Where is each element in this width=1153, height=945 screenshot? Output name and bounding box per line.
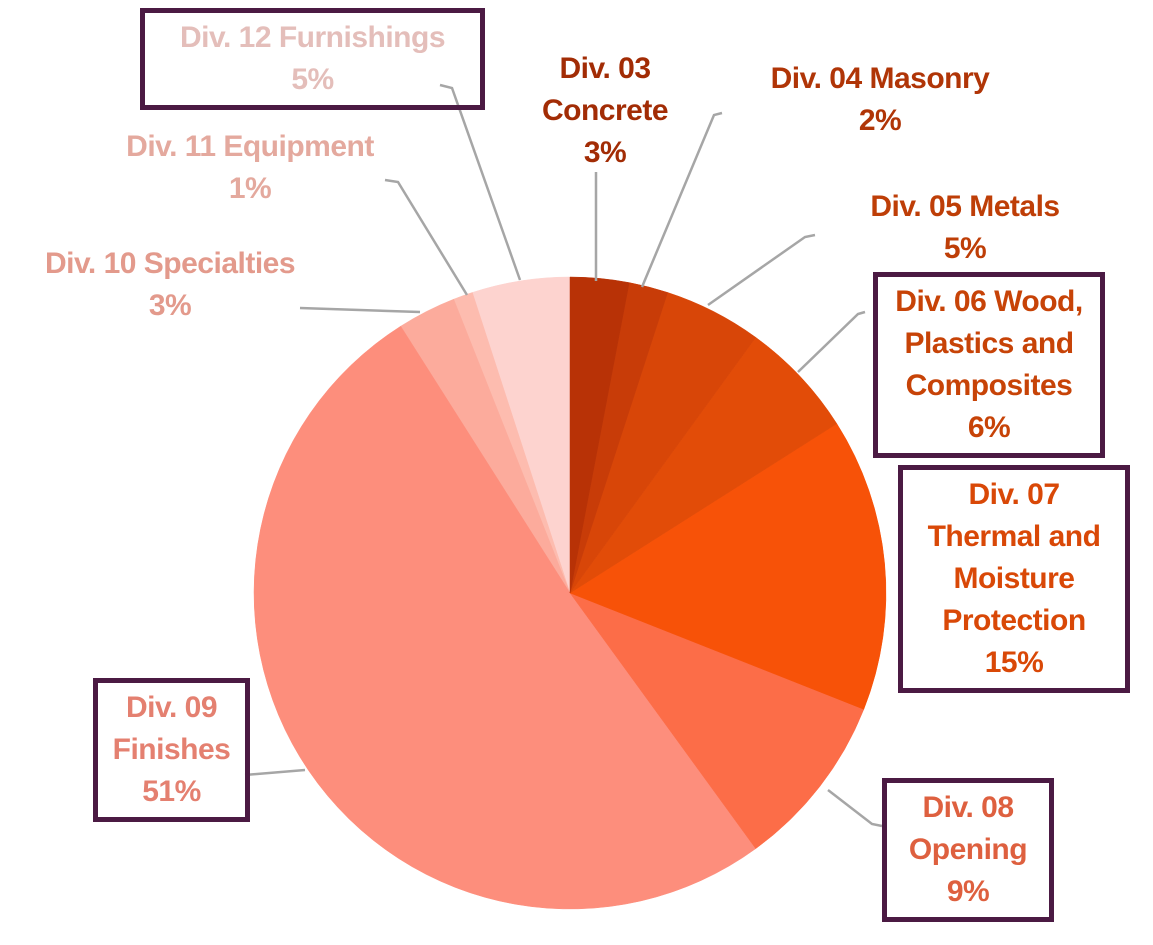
leader-line	[439, 83, 522, 281]
value-label: 1%	[228, 172, 272, 205]
category-label: Div. 11 Equipment	[126, 130, 374, 163]
data-label: Div. 12 Furnishings 5%	[140, 8, 485, 110]
value-label: 5%	[291, 63, 334, 96]
leader-lines	[244, 83, 883, 828]
category-label: Div. 05 Metals	[870, 190, 1060, 223]
pie-slice	[569, 592, 865, 849]
value-label: 51%	[142, 775, 201, 808]
category-label: Div. 08 Opening	[908, 791, 1028, 866]
data-label: Div. 05 Metals 5%	[830, 186, 1100, 270]
pie-slice	[569, 337, 838, 594]
pie-slice	[569, 276, 630, 594]
category-label: Div. 06 Wood, Plastics and Composites	[895, 285, 1083, 402]
value-label: 5%	[943, 232, 987, 265]
data-label: Div. 11 Equipment 1%	[90, 126, 410, 210]
data-label: Div. 03 Concrete 3%	[525, 48, 685, 174]
category-label: Div. 07 Thermal and Moisture Protection	[927, 478, 1101, 637]
data-label: Div. 06 Wood, Plastics and Composites 6%	[873, 272, 1105, 458]
data-label: Div. 09 Finishes 51%	[93, 678, 250, 822]
value-label: 6%	[967, 411, 1011, 444]
pie-slice	[253, 325, 757, 910]
value-label: 9%	[946, 875, 990, 908]
value-label: 3%	[583, 136, 627, 169]
leader-line	[827, 789, 883, 828]
category-label: Div. 10 Specialties	[44, 247, 296, 280]
pie-slice	[569, 423, 887, 710]
leader-line	[299, 306, 421, 314]
value-label: 2%	[858, 104, 902, 137]
data-label: Div. 04 Masonry 2%	[730, 58, 1030, 142]
leader-line	[797, 310, 866, 373]
category-label: Div. 03 Concrete	[541, 52, 669, 127]
leader-line	[384, 178, 469, 296]
leader-line	[244, 768, 306, 777]
leader-line	[640, 111, 723, 288]
value-label: 3%	[148, 289, 192, 322]
data-label: Div. 07 Thermal and Moisture Protection 1…	[898, 465, 1130, 693]
category-label: Div. 12 Furnishings	[180, 21, 446, 54]
data-label: Div. 08 Opening 9%	[882, 778, 1054, 922]
data-label: Div. 10 Specialties 3%	[10, 243, 330, 327]
value-label: 15%	[984, 646, 1044, 679]
category-label: Div. 04 Masonry	[770, 62, 990, 95]
leader-line	[707, 233, 816, 307]
category-label: Div. 09 Finishes	[112, 691, 231, 766]
